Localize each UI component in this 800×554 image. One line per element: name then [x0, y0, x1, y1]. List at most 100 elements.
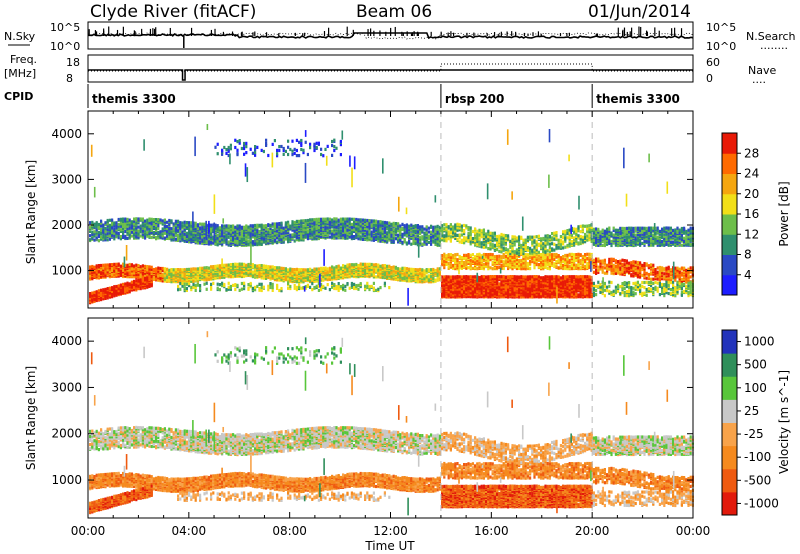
power-cell: [207, 242, 210, 246]
power-cell: [227, 149, 230, 153]
power-cell: [133, 232, 136, 236]
power-cell: [190, 224, 193, 228]
power-cell: [315, 232, 318, 236]
power-cell: [113, 265, 116, 269]
power-cell: [293, 220, 296, 225]
power-cell: [313, 267, 316, 271]
power-cell: [100, 232, 103, 236]
power-cell: [280, 239, 283, 243]
power-cell: [205, 268, 208, 272]
power-cell: [238, 232, 241, 236]
power-cell: [449, 275, 452, 279]
power-cell: [183, 220, 186, 224]
power-cell: [335, 287, 338, 291]
power-cell: [386, 225, 389, 229]
power-cell: [278, 240, 281, 244]
power-cell: [298, 283, 301, 287]
power-cell: [280, 266, 283, 270]
power-cell: [152, 222, 155, 226]
power-cell: [174, 268, 177, 272]
power-cell: [361, 237, 364, 241]
power-cell: [267, 223, 270, 227]
power-cell: [445, 275, 448, 279]
power-cell: [102, 288, 105, 292]
power-cell: [309, 142, 312, 146]
power-cell: [249, 233, 252, 237]
power-cell: [280, 221, 283, 225]
power-cell: [227, 145, 230, 150]
power-cell: [177, 219, 180, 223]
power-cell: [278, 234, 281, 238]
power-cell: [306, 275, 309, 280]
power-cell: [302, 237, 305, 241]
nave-label: Nave: [748, 64, 776, 77]
power-cell: [221, 284, 224, 288]
power-cell: [392, 269, 395, 273]
power-cell: [236, 238, 239, 242]
power-cell: [148, 277, 151, 282]
power-cell: [155, 276, 158, 280]
power-cell: [269, 273, 272, 277]
power-cell: [412, 229, 415, 233]
power-cell: [309, 229, 312, 233]
power-cell: [262, 149, 265, 154]
power-cell: [155, 235, 158, 240]
power-cell: [144, 276, 147, 280]
power-cell: [271, 265, 274, 269]
power-cell: [282, 146, 285, 151]
power-cell: [93, 272, 96, 276]
power-cell: [113, 237, 116, 241]
power-cell: [313, 230, 316, 234]
power-cell: [337, 229, 340, 233]
power-cell: [108, 263, 111, 267]
power-cell: [170, 227, 173, 231]
power-cell: [155, 230, 158, 234]
power-cell: [212, 240, 215, 244]
power-cell: [436, 242, 439, 246]
power-cell: [218, 272, 221, 276]
power-cell: [100, 270, 103, 275]
power-cell: [203, 275, 206, 279]
power-cell: [119, 273, 122, 278]
power-cell: [168, 277, 171, 282]
power-cell: [419, 236, 422, 240]
power-cell: [339, 139, 342, 144]
power-cell: [337, 218, 340, 222]
power-cell: [221, 152, 224, 156]
power-cell: [210, 282, 213, 286]
power-cell: [137, 231, 140, 235]
power-cell: [139, 230, 142, 234]
power-cell: [381, 264, 384, 268]
power-cell: [324, 147, 327, 151]
power-cell: [152, 225, 155, 229]
power-cell: [249, 238, 252, 242]
power-cell: [337, 282, 340, 286]
power-cell: [280, 289, 283, 293]
power-cell: [126, 224, 129, 228]
power-cell: [403, 224, 406, 228]
power-cell: [434, 225, 437, 229]
power-cell: [287, 272, 290, 276]
power-cell: [89, 226, 92, 230]
power-cell: [364, 218, 367, 222]
power-cell: [366, 230, 369, 234]
power-cell: [100, 219, 103, 223]
station-title: Clyde River (fitACF): [90, 2, 256, 22]
power-cell: [337, 284, 340, 289]
power-cell: [260, 288, 263, 293]
power-cell: [410, 267, 413, 271]
power-cell: [291, 267, 294, 272]
power-cell: [210, 287, 213, 291]
power-cell: [104, 263, 107, 267]
power-cell: [436, 267, 439, 271]
power-cell: [113, 294, 116, 298]
power-cell: [454, 253, 457, 257]
power-cell: [157, 224, 160, 228]
power-cell: [265, 138, 268, 142]
power-cell: [212, 265, 215, 269]
power-cell: [370, 219, 373, 223]
power-cell: [135, 267, 138, 271]
power-cell: [111, 222, 114, 226]
power-cell: [201, 229, 204, 233]
power-cell: [225, 233, 228, 237]
